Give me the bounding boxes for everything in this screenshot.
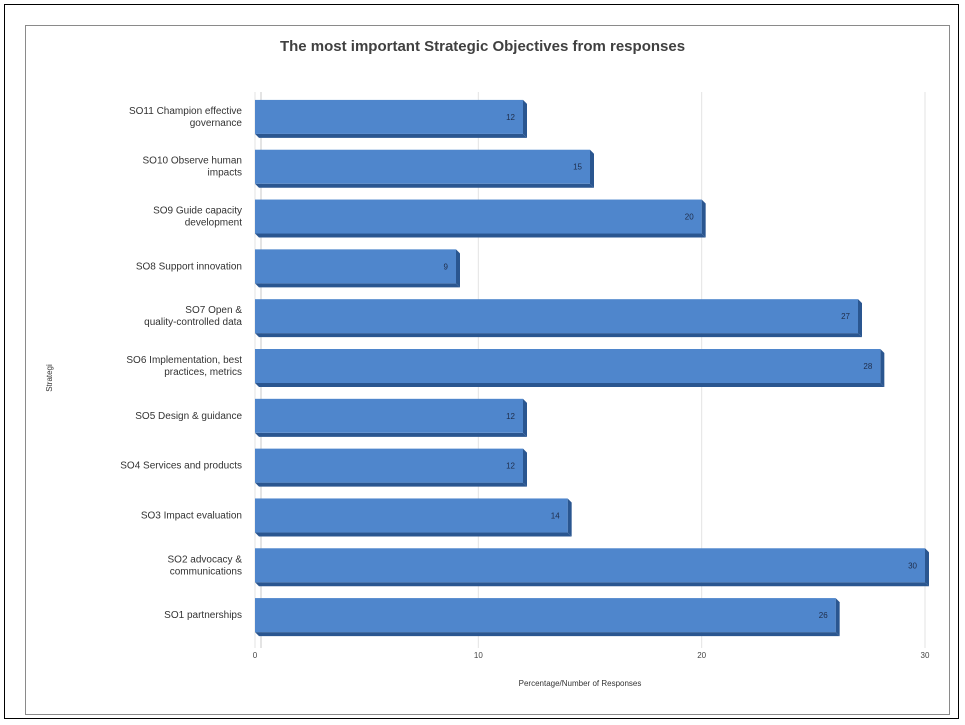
bar-value-label: 28 xyxy=(863,362,872,371)
bar xyxy=(255,498,568,533)
category-label: SO7 Open & xyxy=(185,305,242,316)
category-label: SO11 Champion effective xyxy=(129,106,242,117)
bar-bottom xyxy=(255,532,572,537)
category-label: SO9 Guide capacity xyxy=(153,206,242,217)
x-tick-label: 0 xyxy=(253,651,258,660)
bar-side xyxy=(835,598,840,637)
x-tick-label: 30 xyxy=(921,651,930,660)
bar-value-label: 15 xyxy=(573,163,582,172)
bar-bottom xyxy=(255,183,594,188)
bar xyxy=(255,149,590,184)
bar-value-label: 20 xyxy=(685,213,694,222)
bar xyxy=(255,299,858,334)
category-label: SO5 Design & guidance xyxy=(135,411,242,422)
category-label: SO10 Observe human xyxy=(143,156,243,167)
bar-side xyxy=(523,448,527,487)
bar xyxy=(255,398,523,433)
bar xyxy=(255,349,881,383)
bar-side xyxy=(567,498,572,537)
bar-side xyxy=(701,199,706,238)
bar xyxy=(255,249,456,284)
x-axis-ticks: 0 10 20 30 xyxy=(253,651,930,660)
bar-side xyxy=(523,398,527,437)
category-label: governance xyxy=(190,118,243,129)
category-label: SO3 Impact evaluation xyxy=(141,510,242,521)
bar-value-label: 26 xyxy=(819,611,828,620)
bar-bottom xyxy=(255,133,527,138)
x-tick-label: 10 xyxy=(474,651,483,660)
bar-side xyxy=(858,299,862,338)
bar xyxy=(255,199,702,234)
bar-bottom xyxy=(255,632,840,637)
bar-bottom xyxy=(255,432,527,437)
bar xyxy=(255,448,523,483)
category-label: SO6 Implementation, best xyxy=(126,355,242,366)
bar-value-label: 9 xyxy=(444,262,449,271)
bar xyxy=(255,598,836,633)
category-label: development xyxy=(185,218,242,229)
category-label: SO4 Services and products xyxy=(120,461,242,472)
category-label: SO8 Support innovation xyxy=(136,261,242,272)
category-label: communications xyxy=(170,566,242,577)
bar-value-label: 14 xyxy=(551,511,560,520)
bars: 12 15 20 9 27 28 12 12 14 30 26 xyxy=(255,99,929,637)
bar-value-label: 30 xyxy=(908,561,917,570)
category-label: quality-controlled data xyxy=(144,317,242,328)
chart-title: The most important Strategic Objectives … xyxy=(279,38,686,55)
bar xyxy=(255,548,925,583)
bar-side xyxy=(880,349,885,387)
bar-bottom xyxy=(255,233,706,238)
bar-bottom xyxy=(255,482,527,487)
bar-bottom xyxy=(255,582,929,587)
bar-side xyxy=(590,149,594,188)
bar-side xyxy=(456,249,460,288)
y-axis-title: Strategi xyxy=(45,364,54,392)
category-label: SO1 partnerships xyxy=(164,610,242,621)
bar-value-label: 27 xyxy=(841,312,850,321)
bar-value-label: 12 xyxy=(506,462,515,471)
category-label: SO2 advocacy & xyxy=(168,554,243,565)
bar-value-label: 12 xyxy=(506,412,515,421)
bar-side xyxy=(523,99,527,138)
x-tick-label: 20 xyxy=(697,651,706,660)
x-axis-title: Percentage/Number of Responses xyxy=(519,679,642,688)
bar-bottom xyxy=(255,283,460,288)
bar-side xyxy=(925,548,929,587)
category-label: practices, metrics xyxy=(164,367,242,378)
category-label: impacts xyxy=(208,168,242,179)
bar-bottom xyxy=(255,333,862,338)
bar-bottom xyxy=(255,383,885,387)
bar-value-label: 12 xyxy=(506,113,515,122)
bar xyxy=(255,99,523,134)
